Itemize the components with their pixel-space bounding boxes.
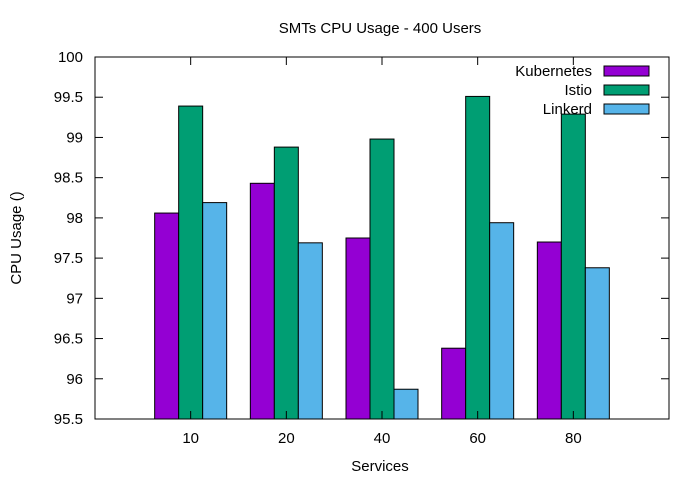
bar-kubernetes-80 (536, 241, 562, 420)
y-tick-label: 98 (66, 210, 83, 227)
y-tick-label: 95.5 (54, 411, 83, 428)
y-tick-label: 96.5 (54, 331, 83, 348)
legend-swatch-linkerd (603, 103, 650, 115)
bar-istio-80 (560, 113, 586, 420)
y-tick-label: 97.5 (54, 250, 83, 267)
y-tick-label: 96 (66, 371, 83, 388)
x-tick-label: 10 (182, 430, 199, 447)
bar-linkerd-80 (584, 267, 610, 420)
y-tick-label: 100 (58, 49, 83, 66)
y-tick-label: 99.5 (54, 89, 83, 106)
y-axis: 95.5 96 96.5 97 97.5 98 98.5 99 99.5 100 (54, 49, 669, 428)
y-tick-label: 97 (66, 290, 83, 307)
bar-istio-60 (465, 95, 491, 420)
legend-swatch-kubernetes (603, 65, 650, 77)
bar-kubernetes-60 (441, 347, 467, 420)
bar-istio-40 (369, 138, 395, 420)
x-axis: 10 20 40 60 80 (182, 57, 582, 447)
legend-label-istio: Istio (564, 82, 592, 99)
y-tick-label: 98.5 (54, 170, 83, 187)
x-tick-label: 80 (565, 430, 582, 447)
legend-label-kubernetes: Kubernetes (515, 63, 592, 80)
bar-kubernetes-40 (345, 237, 371, 420)
bar-linkerd-60 (489, 222, 515, 420)
x-tick-label: 60 (469, 430, 486, 447)
bar-linkerd-20 (297, 242, 323, 420)
y-axis-label: CPU Usage () (8, 191, 25, 284)
bars-group (154, 95, 610, 420)
x-axis-label: Services (351, 458, 409, 475)
y-tick-label: 99 (66, 129, 83, 146)
bar-istio-10 (178, 105, 204, 420)
bar-kubernetes-20 (249, 182, 275, 420)
x-tick-label: 40 (374, 430, 391, 447)
bar-istio-20 (273, 146, 299, 420)
bar-linkerd-10 (202, 202, 228, 420)
x-tick-label: 20 (278, 430, 295, 447)
chart-title: SMTs CPU Usage - 400 Users (279, 20, 482, 37)
legend-label-linkerd: Linkerd (543, 101, 592, 118)
bar-linkerd-40 (393, 388, 419, 420)
legend-swatch-istio (603, 84, 650, 96)
legend: Kubernetes Istio Linkerd (515, 63, 650, 118)
bar-kubernetes-10 (154, 212, 180, 420)
